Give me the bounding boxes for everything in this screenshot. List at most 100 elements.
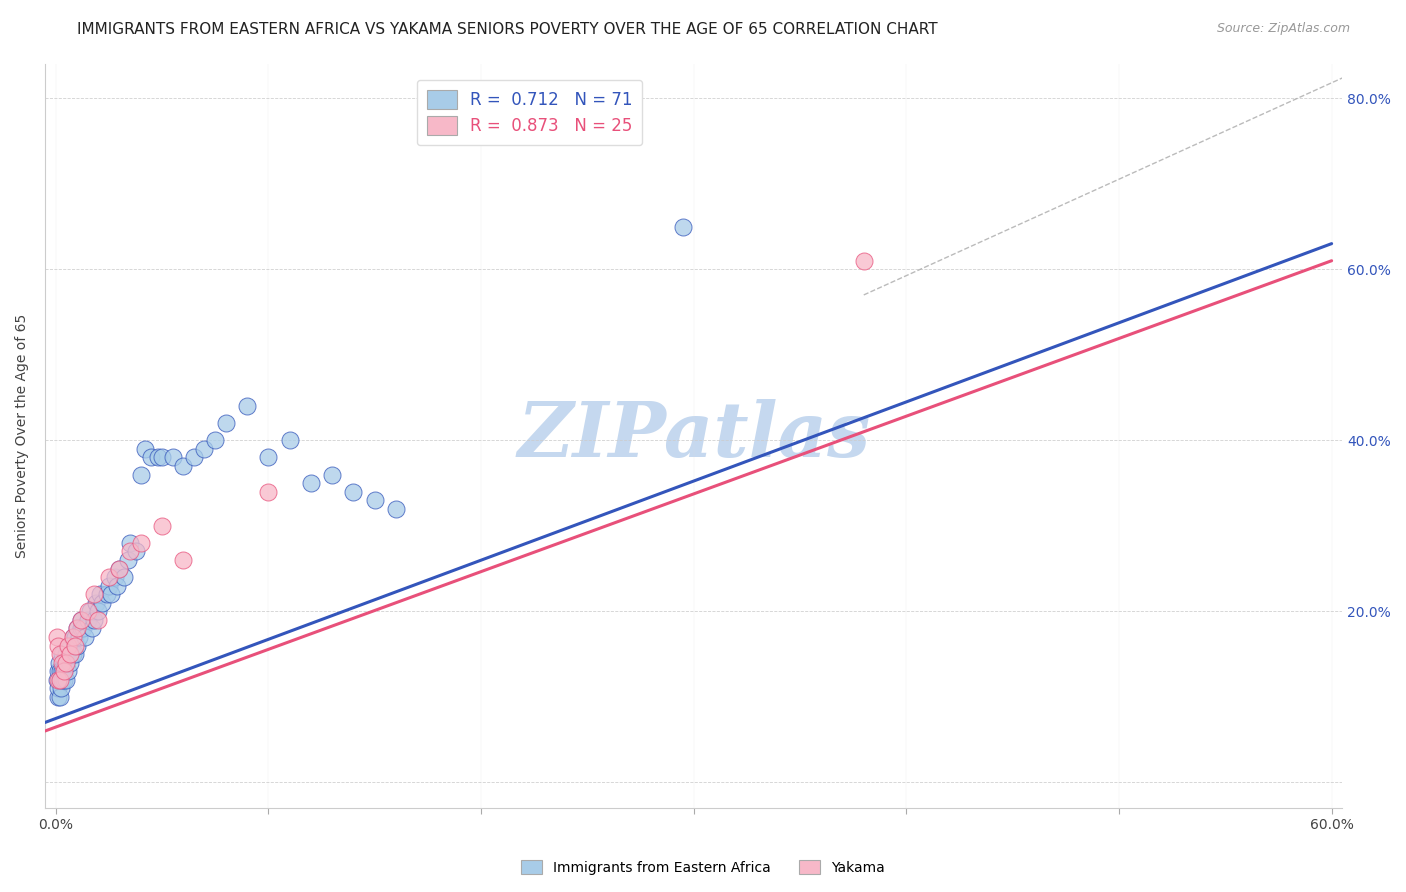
Point	[46, 639, 69, 653]
Point	[125, 544, 148, 558]
Point	[215, 416, 238, 430]
Point	[363, 493, 385, 508]
Point	[141, 450, 163, 465]
Point	[49, 673, 72, 687]
Point	[112, 570, 135, 584]
Point	[55, 673, 77, 687]
Point	[66, 639, 89, 653]
Point	[75, 630, 97, 644]
Point	[76, 604, 98, 618]
Point	[45, 630, 67, 644]
Point	[97, 579, 120, 593]
Point	[83, 587, 105, 601]
Point	[150, 450, 173, 465]
Point	[129, 536, 152, 550]
Point	[129, 467, 152, 482]
Point	[53, 664, 76, 678]
Point	[58, 664, 80, 678]
Point	[51, 647, 73, 661]
Point	[299, 476, 322, 491]
Point	[53, 664, 76, 678]
Point	[236, 399, 259, 413]
Point	[67, 630, 90, 644]
Point	[55, 656, 77, 670]
Point	[257, 484, 280, 499]
Point	[62, 630, 84, 644]
Point	[118, 536, 141, 550]
Point	[53, 656, 76, 670]
Point	[146, 450, 169, 465]
Point	[87, 613, 110, 627]
Point	[183, 450, 205, 465]
Point	[49, 664, 72, 678]
Point	[134, 442, 156, 456]
Point	[58, 639, 80, 653]
Point	[257, 450, 280, 465]
Point	[83, 613, 105, 627]
Point	[55, 656, 77, 670]
Point	[104, 570, 127, 584]
Point	[321, 467, 343, 482]
Point	[59, 656, 82, 670]
Y-axis label: Seniors Poverty Over the Age of 65: Seniors Poverty Over the Age of 65	[15, 314, 30, 558]
Point	[162, 450, 184, 465]
Point	[87, 604, 110, 618]
Point	[55, 647, 77, 661]
Point	[76, 613, 98, 627]
Point	[48, 656, 70, 670]
Point	[852, 253, 875, 268]
Point	[63, 647, 86, 661]
Point	[79, 604, 101, 618]
Point	[108, 561, 131, 575]
Point	[172, 458, 194, 473]
Point	[46, 664, 69, 678]
Point	[49, 647, 72, 661]
Point	[204, 434, 226, 448]
Point	[46, 690, 69, 704]
Point	[66, 622, 89, 636]
Point	[118, 544, 141, 558]
Point	[91, 596, 114, 610]
Point	[70, 613, 93, 627]
Point	[172, 553, 194, 567]
Point	[51, 673, 73, 687]
Point	[193, 442, 215, 456]
Point	[49, 681, 72, 696]
Point	[100, 587, 122, 601]
Point	[105, 579, 128, 593]
Legend: R =  0.712   N = 71, R =  0.873   N = 25: R = 0.712 N = 71, R = 0.873 N = 25	[416, 79, 643, 145]
Point	[117, 553, 139, 567]
Point	[342, 484, 364, 499]
Text: ZIPatlas: ZIPatlas	[517, 399, 870, 473]
Text: IMMIGRANTS FROM EASTERN AFRICA VS YAKAMA SENIORS POVERTY OVER THE AGE OF 65 CORR: IMMIGRANTS FROM EASTERN AFRICA VS YAKAMA…	[77, 22, 938, 37]
Point	[66, 622, 89, 636]
Point	[59, 639, 82, 653]
Point	[45, 673, 67, 687]
Point	[97, 570, 120, 584]
Point	[70, 613, 93, 627]
Point	[70, 622, 93, 636]
Point	[62, 630, 84, 644]
Point	[80, 622, 103, 636]
Point	[672, 219, 695, 234]
Point	[46, 673, 69, 687]
Point	[150, 518, 173, 533]
Point	[51, 656, 73, 670]
Point	[89, 587, 111, 601]
Point	[49, 690, 72, 704]
Point	[385, 501, 408, 516]
Point	[51, 664, 73, 678]
Point	[278, 434, 301, 448]
Point	[59, 647, 82, 661]
Point	[53, 673, 76, 687]
Point	[58, 639, 80, 653]
Point	[96, 587, 118, 601]
Point	[63, 639, 86, 653]
Point	[108, 561, 131, 575]
Point	[84, 596, 107, 610]
Point	[72, 622, 94, 636]
Point	[46, 681, 69, 696]
Point	[62, 647, 84, 661]
Legend: Immigrants from Eastern Africa, Yakama: Immigrants from Eastern Africa, Yakama	[516, 855, 890, 880]
Point	[49, 673, 72, 687]
